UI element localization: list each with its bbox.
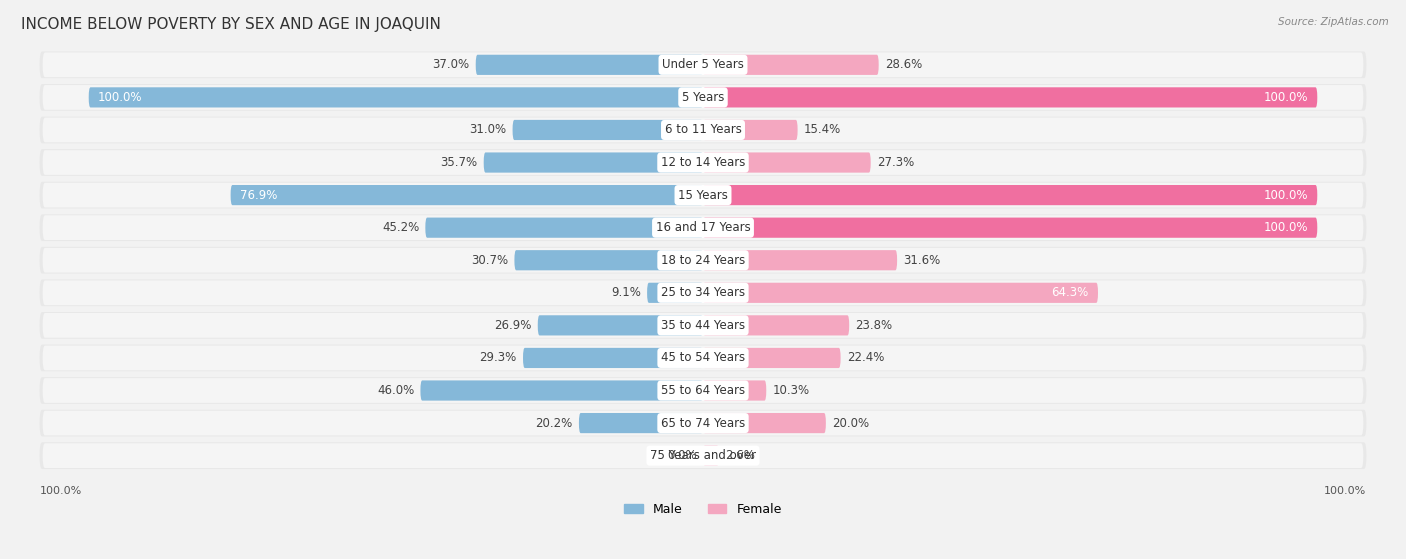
Text: 100.0%: 100.0%	[39, 486, 82, 496]
Text: 100.0%: 100.0%	[1324, 486, 1367, 496]
FancyBboxPatch shape	[42, 53, 1364, 77]
Text: 9.1%: 9.1%	[612, 286, 641, 299]
Text: 15.4%: 15.4%	[804, 124, 841, 136]
FancyBboxPatch shape	[42, 411, 1364, 435]
FancyBboxPatch shape	[39, 247, 1367, 273]
Text: 27.3%: 27.3%	[877, 156, 914, 169]
FancyBboxPatch shape	[420, 381, 703, 401]
FancyBboxPatch shape	[703, 87, 1317, 107]
FancyBboxPatch shape	[39, 442, 1367, 469]
FancyBboxPatch shape	[89, 87, 703, 107]
FancyBboxPatch shape	[231, 185, 703, 205]
Text: 5 Years: 5 Years	[682, 91, 724, 104]
Text: Under 5 Years: Under 5 Years	[662, 58, 744, 72]
Text: 100.0%: 100.0%	[98, 91, 142, 104]
Text: 22.4%: 22.4%	[846, 352, 884, 364]
Text: 35.7%: 35.7%	[440, 156, 478, 169]
FancyBboxPatch shape	[703, 217, 1317, 238]
FancyBboxPatch shape	[42, 117, 1364, 143]
Text: 31.0%: 31.0%	[470, 124, 506, 136]
Text: 18 to 24 Years: 18 to 24 Years	[661, 254, 745, 267]
FancyBboxPatch shape	[523, 348, 703, 368]
FancyBboxPatch shape	[647, 283, 703, 303]
Text: 20.0%: 20.0%	[832, 416, 869, 429]
Text: 76.9%: 76.9%	[240, 188, 277, 202]
FancyBboxPatch shape	[39, 117, 1367, 143]
FancyBboxPatch shape	[703, 153, 870, 173]
FancyBboxPatch shape	[39, 214, 1367, 241]
Text: 45.2%: 45.2%	[382, 221, 419, 234]
Text: 31.6%: 31.6%	[903, 254, 941, 267]
FancyBboxPatch shape	[703, 55, 879, 75]
Text: 26.9%: 26.9%	[495, 319, 531, 332]
Text: 10.3%: 10.3%	[772, 384, 810, 397]
FancyBboxPatch shape	[39, 51, 1367, 78]
FancyBboxPatch shape	[426, 217, 703, 238]
Text: 20.2%: 20.2%	[536, 416, 572, 429]
FancyBboxPatch shape	[42, 281, 1364, 305]
Text: INCOME BELOW POVERTY BY SEX AND AGE IN JOAQUIN: INCOME BELOW POVERTY BY SEX AND AGE IN J…	[21, 17, 441, 32]
Text: 25 to 34 Years: 25 to 34 Years	[661, 286, 745, 299]
Text: 35 to 44 Years: 35 to 44 Years	[661, 319, 745, 332]
FancyBboxPatch shape	[39, 344, 1367, 371]
FancyBboxPatch shape	[42, 443, 1364, 468]
FancyBboxPatch shape	[42, 248, 1364, 273]
FancyBboxPatch shape	[39, 410, 1367, 437]
FancyBboxPatch shape	[39, 149, 1367, 176]
FancyBboxPatch shape	[42, 150, 1364, 175]
Legend: Male, Female: Male, Female	[619, 498, 787, 521]
FancyBboxPatch shape	[703, 446, 718, 466]
FancyBboxPatch shape	[42, 313, 1364, 338]
FancyBboxPatch shape	[703, 315, 849, 335]
Text: 16 and 17 Years: 16 and 17 Years	[655, 221, 751, 234]
FancyBboxPatch shape	[703, 348, 841, 368]
Text: 37.0%: 37.0%	[433, 58, 470, 72]
Text: 6 to 11 Years: 6 to 11 Years	[665, 124, 741, 136]
Text: 12 to 14 Years: 12 to 14 Years	[661, 156, 745, 169]
FancyBboxPatch shape	[703, 283, 1098, 303]
FancyBboxPatch shape	[42, 378, 1364, 403]
FancyBboxPatch shape	[475, 55, 703, 75]
FancyBboxPatch shape	[703, 120, 797, 140]
FancyBboxPatch shape	[39, 377, 1367, 404]
FancyBboxPatch shape	[39, 182, 1367, 209]
FancyBboxPatch shape	[703, 413, 825, 433]
Text: 55 to 64 Years: 55 to 64 Years	[661, 384, 745, 397]
FancyBboxPatch shape	[42, 345, 1364, 370]
FancyBboxPatch shape	[537, 315, 703, 335]
Text: 46.0%: 46.0%	[377, 384, 415, 397]
Text: 100.0%: 100.0%	[1264, 91, 1308, 104]
Text: 28.6%: 28.6%	[884, 58, 922, 72]
FancyBboxPatch shape	[42, 215, 1364, 240]
FancyBboxPatch shape	[703, 185, 1317, 205]
FancyBboxPatch shape	[513, 120, 703, 140]
Text: 15 Years: 15 Years	[678, 188, 728, 202]
Text: 2.6%: 2.6%	[725, 449, 755, 462]
Text: 75 Years and over: 75 Years and over	[650, 449, 756, 462]
Text: 100.0%: 100.0%	[1264, 188, 1308, 202]
Text: 23.8%: 23.8%	[855, 319, 893, 332]
FancyBboxPatch shape	[703, 250, 897, 271]
Text: 64.3%: 64.3%	[1052, 286, 1088, 299]
FancyBboxPatch shape	[484, 153, 703, 173]
FancyBboxPatch shape	[515, 250, 703, 271]
FancyBboxPatch shape	[703, 381, 766, 401]
Text: 65 to 74 Years: 65 to 74 Years	[661, 416, 745, 429]
FancyBboxPatch shape	[579, 413, 703, 433]
FancyBboxPatch shape	[39, 312, 1367, 339]
Text: 0.0%: 0.0%	[668, 449, 697, 462]
Text: 45 to 54 Years: 45 to 54 Years	[661, 352, 745, 364]
Text: 29.3%: 29.3%	[479, 352, 517, 364]
FancyBboxPatch shape	[42, 183, 1364, 207]
Text: 30.7%: 30.7%	[471, 254, 509, 267]
Text: 100.0%: 100.0%	[1264, 221, 1308, 234]
FancyBboxPatch shape	[39, 84, 1367, 111]
Text: Source: ZipAtlas.com: Source: ZipAtlas.com	[1278, 17, 1389, 27]
FancyBboxPatch shape	[42, 85, 1364, 110]
FancyBboxPatch shape	[39, 280, 1367, 306]
